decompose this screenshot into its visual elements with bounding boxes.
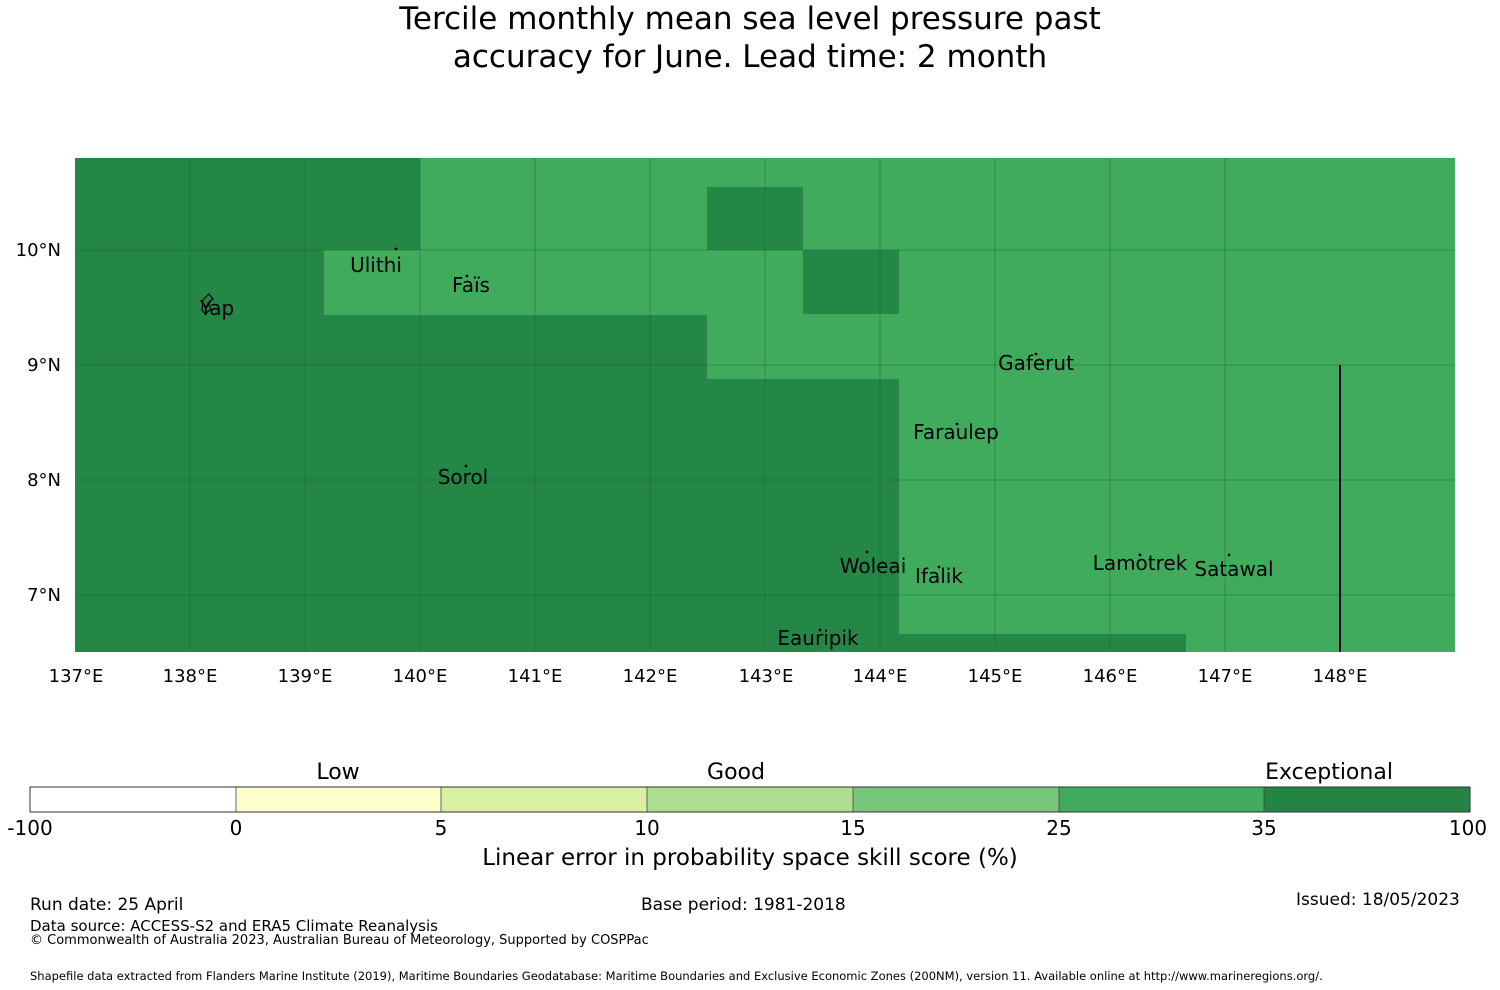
place-labels: Yap Ulithi Faïs Gaferut Faraulep Sorol W… <box>199 253 1274 650</box>
category-exceptional: Exceptional <box>1265 760 1393 785</box>
place-label-yap: Yap <box>199 296 234 320</box>
region-exceptional-box-2 <box>803 250 899 314</box>
place-label-lamotrek: Lamotrek <box>1093 551 1188 575</box>
island-outlines <box>201 247 1231 632</box>
colorbar-segment <box>853 787 1059 812</box>
place-label-ifalik: Ifalik <box>915 564 963 588</box>
run-date: Run date: 25 April <box>30 895 184 915</box>
x-tick-label: 137°E <box>49 666 104 687</box>
y-tick-label: 7°N <box>27 585 61 606</box>
colorbar-tick: 0 <box>229 816 243 840</box>
y-axis-ticks: 10°N 9°N 8°N 7°N <box>16 240 61 606</box>
ifalik-dot <box>937 565 941 569</box>
place-label-faraulep: Faraulep <box>913 420 999 444</box>
lamotrek-dot <box>1138 553 1142 557</box>
colorbar-frame <box>29 786 1471 813</box>
region-exceptional-box-1 <box>707 187 803 250</box>
place-label-satawal: Satawal <box>1194 557 1273 581</box>
place-label-sorol: Sorol <box>438 465 489 489</box>
x-tick-label: 144°E <box>853 666 908 687</box>
base-period: Base period: 1981-2018 <box>641 895 846 915</box>
faraulep-dot <box>955 422 959 426</box>
x-tick-label: 140°E <box>393 666 448 687</box>
data-source: Data source: ACCESS-S2 and ERA5 Climate … <box>30 917 438 935</box>
colorbar-tick: -100 <box>7 816 53 840</box>
yap-island-shape <box>201 293 214 315</box>
place-label-woleai: Woleai <box>840 554 907 578</box>
place-label-eauripik: Eauripik <box>777 626 859 650</box>
eauripik-dot <box>818 628 822 632</box>
x-tick-label: 146°E <box>1083 666 1138 687</box>
x-axis-ticks: 137°E 138°E 139°E 140°E 141°E 142°E 143°… <box>49 666 1368 687</box>
colorbar-tick: 5 <box>434 816 448 840</box>
x-tick-label: 145°E <box>968 666 1023 687</box>
colorbar <box>29 786 1471 813</box>
colorbar-tick: 15 <box>840 816 866 840</box>
x-tick-label: 142°E <box>623 666 678 687</box>
x-tick-label: 143°E <box>739 666 794 687</box>
shapefile-credit: Shapefile data extracted from Flanders M… <box>30 969 1323 983</box>
colorbar-segment <box>236 787 441 812</box>
satawal-dot <box>1227 553 1231 557</box>
x-tick-label: 147°E <box>1198 666 1253 687</box>
place-label-gaferut: Gaferut <box>998 351 1074 375</box>
y-tick-label: 8°N <box>27 470 61 491</box>
colorbar-segment <box>1059 787 1264 812</box>
fais-dot <box>465 274 469 278</box>
category-good: Good <box>707 760 765 785</box>
colorbar-tick: 10 <box>634 816 660 840</box>
colorbar-tick: 35 <box>1251 816 1277 840</box>
colorbar-segment <box>441 787 647 812</box>
colorbar-segment <box>1264 787 1470 812</box>
x-tick-label: 138°E <box>163 666 218 687</box>
map-area: Yap Ulithi Faïs Gaferut Faraulep Sorol W… <box>75 158 1455 652</box>
chart-title: Tercile monthly mean sea level pressure … <box>0 0 1500 76</box>
sorol-dot <box>464 464 468 468</box>
gaferut-dot <box>1034 352 1038 356</box>
category-low: Low <box>316 760 360 785</box>
place-label-fais: Faïs <box>452 273 490 297</box>
ulithi-dot <box>394 247 398 251</box>
x-tick-label: 141°E <box>508 666 563 687</box>
y-tick-label: 9°N <box>27 355 61 376</box>
y-tick-label: 10°N <box>16 240 61 261</box>
colorbar-segment <box>647 787 853 812</box>
woleai-dot <box>865 550 869 554</box>
place-label-ulithi: Ulithi <box>350 253 402 277</box>
colorbar-tick: 25 <box>1046 816 1072 840</box>
colorbar-tick: 100 <box>1448 816 1488 840</box>
issued-date: Issued: 18/05/2023 <box>1296 890 1460 910</box>
gridlines <box>75 158 1455 652</box>
colorbar-label: Linear error in probability space skill … <box>482 845 1018 871</box>
title-line-1: Tercile monthly mean sea level pressure … <box>399 1 1101 37</box>
x-tick-label: 139°E <box>278 666 333 687</box>
x-tick-label: 148°E <box>1313 666 1368 687</box>
region-exceptional-skill <box>75 158 1186 652</box>
title-line-2: accuracy for June. Lead time: 2 month <box>452 39 1048 75</box>
copyright: © Commonwealth of Australia 2023, Austra… <box>30 933 649 948</box>
colorbar-segment <box>30 787 236 812</box>
